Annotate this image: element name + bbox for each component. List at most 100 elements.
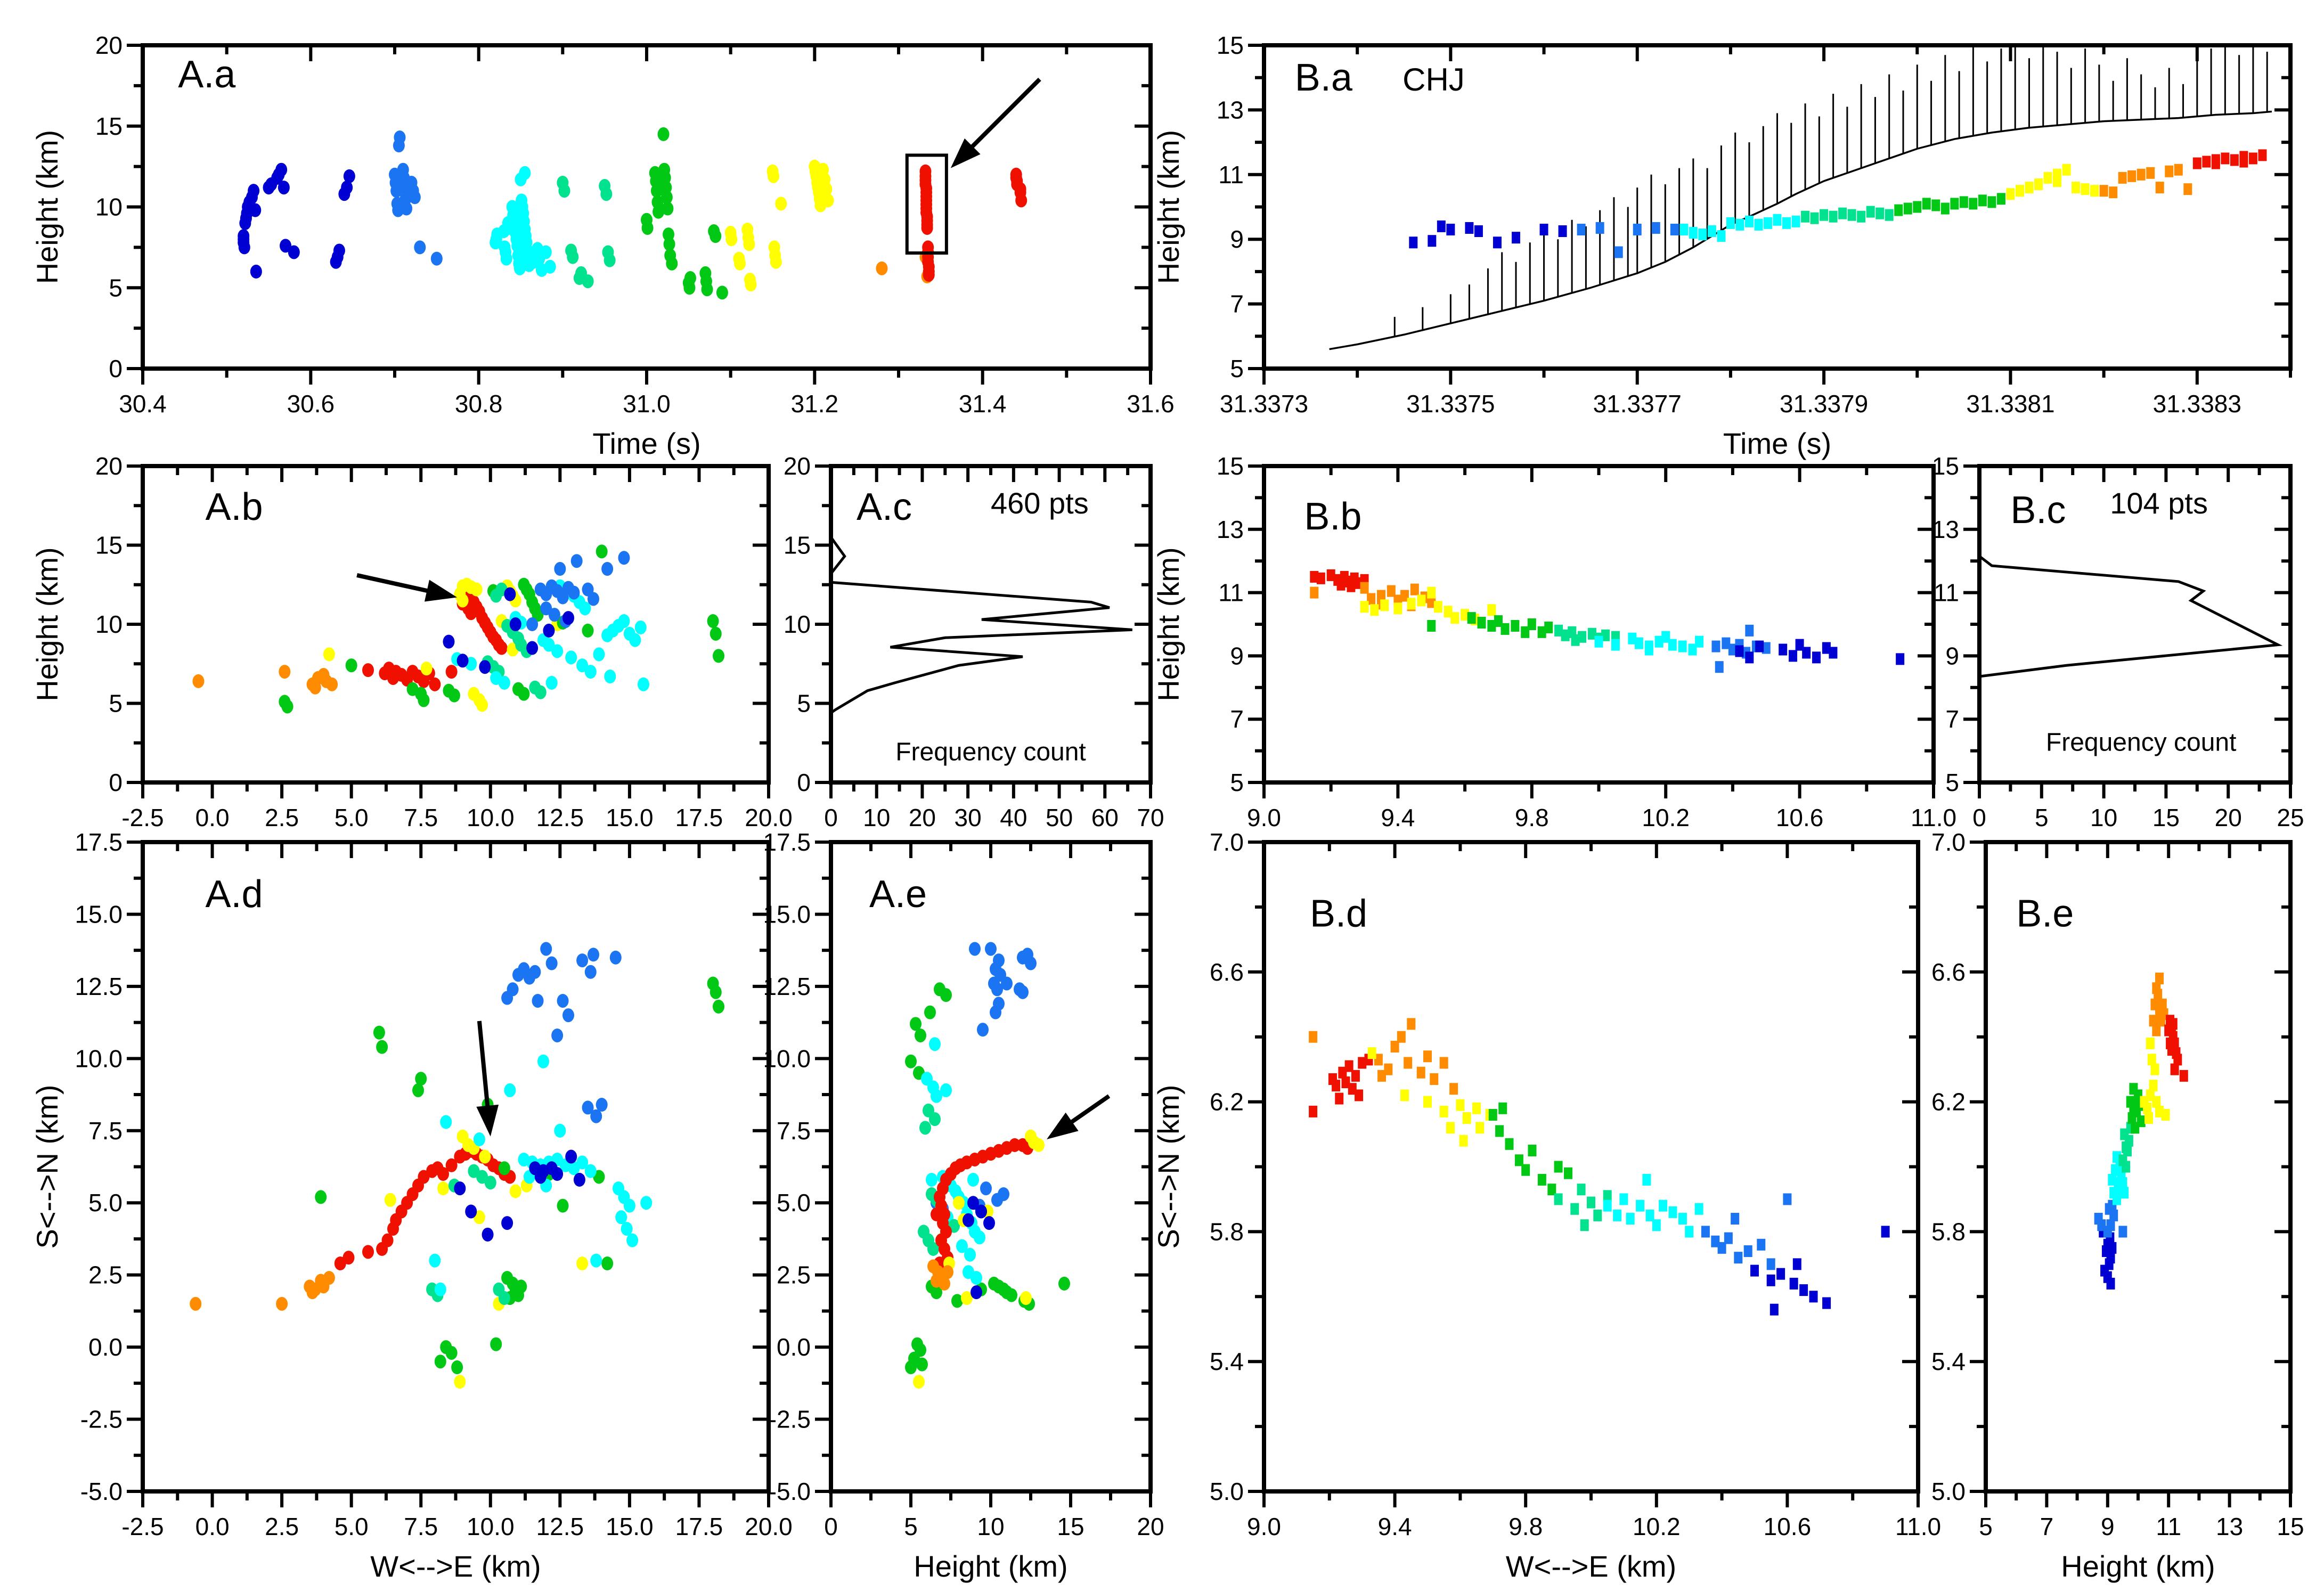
data-point bbox=[1367, 1047, 1376, 1059]
data-point bbox=[554, 1123, 566, 1138]
data-point bbox=[545, 956, 558, 970]
data-point bbox=[1033, 1138, 1045, 1152]
x-tick-label: 20 bbox=[1137, 1513, 1164, 1540]
arrow-shaft bbox=[964, 77, 1041, 154]
data-point bbox=[1593, 1209, 1602, 1221]
series bbox=[724, 159, 834, 292]
plot-frame bbox=[1984, 840, 2293, 1494]
x-tick-label: -2.5 bbox=[121, 804, 164, 831]
panel-A.a: 30.4 30.6 30.8 31.0 31.2 31.4 31.6 0 5 10 15 20 Time… bbox=[30, 31, 1175, 460]
data-point bbox=[713, 649, 724, 663]
data-point bbox=[2006, 188, 2015, 200]
data-point bbox=[662, 201, 674, 216]
data-point bbox=[2062, 164, 2071, 176]
data-point bbox=[1348, 1083, 1357, 1095]
data-point bbox=[1642, 1173, 1651, 1186]
data-point bbox=[1987, 196, 1996, 208]
data-point bbox=[921, 221, 933, 235]
x-tick-label: 31.3383 bbox=[2153, 390, 2241, 418]
y-tick-label: 10 bbox=[784, 610, 811, 638]
series bbox=[315, 976, 724, 1375]
x-tick-label: 9 bbox=[2101, 1513, 2115, 1540]
data-point bbox=[2127, 170, 2137, 182]
data-point bbox=[1711, 640, 1720, 652]
data-point bbox=[913, 1375, 925, 1389]
y-tick-label: 5 bbox=[1230, 355, 1244, 382]
data-point bbox=[1326, 569, 1335, 581]
data-point bbox=[931, 1089, 942, 1103]
series bbox=[913, 1129, 1045, 1389]
data-point bbox=[1511, 619, 1520, 632]
x-tick-label: 13 bbox=[2216, 1513, 2243, 1540]
y-tick-label: 7 bbox=[1230, 290, 1244, 318]
data-point bbox=[1017, 985, 1029, 999]
data-point bbox=[500, 251, 512, 266]
data-point bbox=[596, 1098, 608, 1112]
data-point bbox=[1505, 1138, 1514, 1150]
data-point bbox=[588, 948, 599, 962]
y-axis-title: S<-->N (km) bbox=[1152, 1085, 1185, 1249]
data-point bbox=[1717, 230, 1726, 242]
y-tick-label: 0 bbox=[109, 355, 123, 382]
data-point bbox=[1351, 1070, 1360, 1082]
y-tick-label: 13 bbox=[1217, 516, 1244, 543]
data-point bbox=[1417, 594, 1426, 607]
data-point bbox=[638, 677, 649, 691]
data-point bbox=[498, 1161, 510, 1176]
data-point bbox=[1652, 1219, 1661, 1231]
y-tick-label: 5.8 bbox=[1931, 1218, 1966, 1245]
data-point bbox=[323, 647, 335, 662]
data-point bbox=[601, 562, 614, 576]
data-point bbox=[1571, 634, 1580, 646]
data-point bbox=[1477, 617, 1486, 629]
data-point bbox=[576, 1256, 589, 1270]
data-point bbox=[275, 162, 288, 177]
data-point bbox=[2109, 186, 2118, 199]
data-point bbox=[451, 1360, 463, 1375]
series bbox=[1309, 1018, 1458, 1095]
data-point bbox=[454, 1181, 466, 1196]
series bbox=[1894, 193, 2005, 216]
data-point bbox=[315, 1190, 327, 1204]
data-point bbox=[2230, 154, 2239, 166]
series bbox=[1310, 582, 1436, 611]
data-point bbox=[929, 1112, 941, 1127]
data-point bbox=[1881, 1226, 1890, 1238]
data-point bbox=[623, 1198, 635, 1213]
x-tick-label: 31.3379 bbox=[1780, 390, 1868, 418]
data-point bbox=[1701, 1226, 1710, 1238]
data-point bbox=[1358, 1057, 1367, 1069]
data-point bbox=[905, 1054, 917, 1068]
data-point bbox=[1430, 1073, 1439, 1085]
data-point bbox=[1494, 615, 1503, 627]
arrow-shaft bbox=[356, 573, 437, 595]
data-point bbox=[1766, 1274, 1775, 1286]
data-point bbox=[454, 1375, 466, 1389]
data-point bbox=[557, 993, 569, 1008]
data-point bbox=[543, 638, 555, 652]
data-point bbox=[384, 1193, 396, 1207]
data-point bbox=[498, 675, 510, 690]
data-point bbox=[663, 237, 675, 251]
data-point bbox=[1537, 1173, 1546, 1186]
series bbox=[192, 665, 338, 695]
y-tick-label: 9 bbox=[1230, 642, 1244, 670]
data-point bbox=[1940, 202, 1950, 215]
y-tick-label: 5.4 bbox=[1210, 1348, 1244, 1375]
data-point bbox=[1353, 577, 1362, 589]
data-point bbox=[1561, 629, 1570, 641]
data-point bbox=[1328, 1073, 1337, 1085]
data-point bbox=[653, 205, 665, 219]
data-point bbox=[1810, 212, 1819, 224]
data-point bbox=[983, 1216, 995, 1230]
x-tick-label: 31.3381 bbox=[1966, 390, 2054, 418]
data-point bbox=[2122, 1141, 2131, 1153]
y-tick-label: 6.6 bbox=[1210, 958, 1244, 986]
data-point bbox=[434, 1282, 446, 1296]
data-point bbox=[445, 1345, 458, 1360]
data-point bbox=[495, 641, 508, 655]
data-point bbox=[2258, 149, 2267, 161]
x-tick-label: 9.4 bbox=[1378, 1513, 1412, 1540]
data-point bbox=[1633, 223, 1642, 235]
